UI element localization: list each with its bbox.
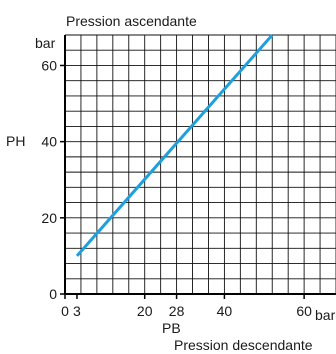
y-unit-label: bar bbox=[35, 35, 56, 51]
tick-labels: 0 20 40 60 0 3 20 28 40 60 bbox=[41, 57, 312, 319]
x-tick-label: 60 bbox=[296, 303, 312, 319]
chart-subtitle: Pression descendante bbox=[174, 337, 313, 353]
y-axis-label: PH bbox=[6, 133, 25, 149]
labels: Pression ascendante bar PH PB bar Pressi… bbox=[6, 13, 336, 353]
x-tick-label: 20 bbox=[137, 303, 153, 319]
y-tick-label: 60 bbox=[41, 57, 57, 73]
x-axis-label: PB bbox=[162, 320, 181, 336]
y-tick-label: 40 bbox=[41, 134, 57, 150]
x-tick-label: 40 bbox=[217, 303, 233, 319]
y-tick-label: 20 bbox=[41, 210, 57, 226]
x-tick-label: 3 bbox=[73, 303, 81, 319]
x-tick-label: 28 bbox=[169, 303, 185, 319]
grid bbox=[64, 34, 336, 295]
axes bbox=[60, 35, 336, 299]
chart-title: Pression ascendante bbox=[66, 13, 197, 29]
series-line bbox=[75, 34, 274, 257]
x-tick-label: 0 bbox=[61, 303, 69, 319]
y-tick-label: 0 bbox=[49, 286, 57, 302]
x-unit-label: bar bbox=[315, 307, 336, 323]
series-layer bbox=[75, 34, 274, 257]
